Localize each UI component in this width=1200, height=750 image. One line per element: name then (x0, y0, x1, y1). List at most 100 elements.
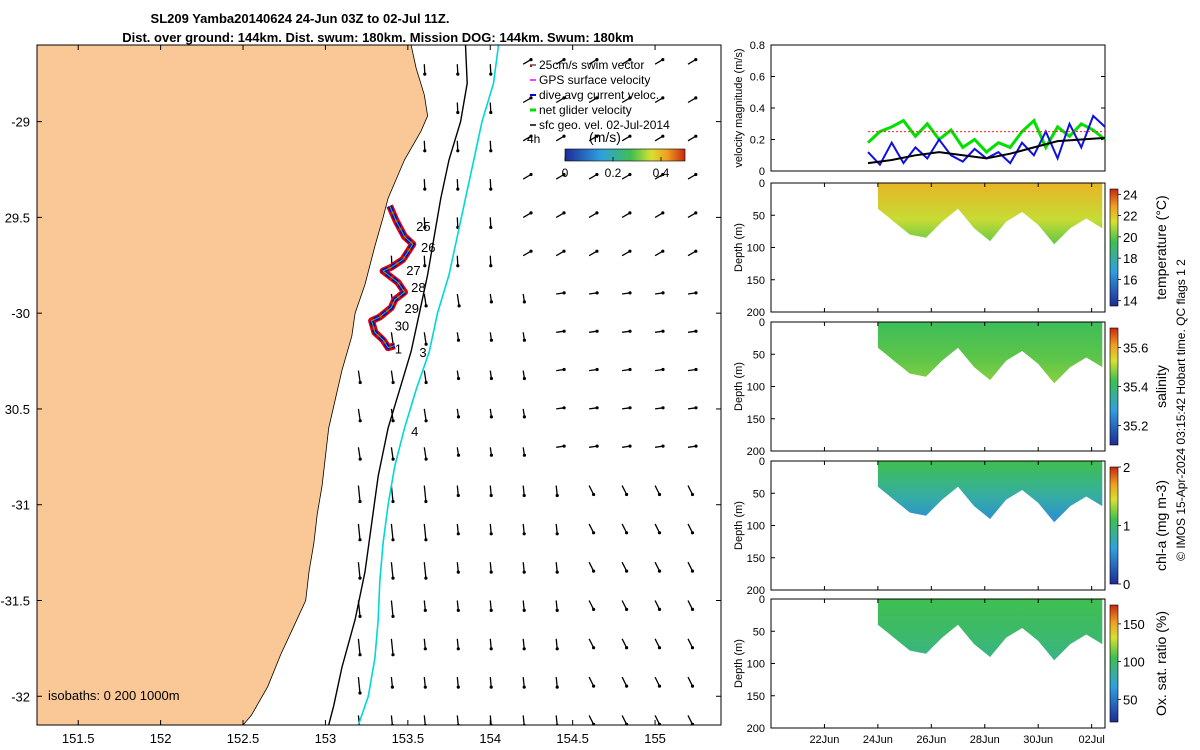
vector-head-161 (691, 646, 694, 649)
vector-head-165 (457, 686, 460, 689)
vector-head-85 (359, 419, 362, 422)
vector-head-61 (628, 291, 631, 294)
vel-ytick-label-3: 0.6 (750, 72, 765, 84)
vector-head-11 (529, 96, 532, 99)
vector-head-139 (691, 570, 694, 573)
vector-head-15 (661, 96, 664, 99)
section-3-ytick-label-1: 50 (753, 626, 765, 638)
vector-head-67 (490, 339, 493, 342)
vector-head-10 (489, 111, 492, 114)
section-0-colorbar-label: temperature (°C) (1153, 195, 1169, 299)
vector-head-108 (391, 500, 394, 503)
section-3-ytick-label-4: 200 (747, 723, 765, 735)
vector-head-133 (490, 571, 493, 574)
vector-head-32 (628, 173, 631, 176)
vector-head-148 (625, 608, 628, 611)
section-xtick-label-5: 02Jul (1078, 734, 1104, 746)
legend-net-glider: net glider velocity (539, 103, 632, 117)
vector-head-137 (625, 570, 628, 573)
vector-head-31 (595, 173, 598, 176)
vector-head-68 (523, 339, 526, 342)
section-3-ytick-label-2: 100 (747, 659, 765, 671)
vector-head-37 (489, 226, 492, 229)
day-label-6: 1 (395, 341, 402, 356)
vector-head-121 (457, 532, 460, 535)
vector-head-158 (592, 646, 595, 649)
vector-head-105 (661, 445, 664, 448)
vector-head-55 (425, 304, 428, 307)
vector-head-146 (556, 609, 559, 612)
section-0-ytick-label-1: 50 (753, 210, 765, 222)
vector-head-150 (691, 608, 694, 611)
section-panel-1: 050100150200Depth (m)35.235.435.6salinit… (733, 317, 1169, 458)
vector-head-95 (694, 406, 697, 409)
vector-head-149 (658, 608, 661, 611)
vector-head-103 (596, 445, 599, 448)
map-colorbar-label: (m/s) (589, 129, 621, 145)
section-3-cbar-tick-label-1: 100 (1123, 655, 1145, 670)
day-label-4: 29 (405, 301, 419, 316)
vector-head-156 (523, 647, 526, 650)
vector-head-116 (658, 493, 661, 496)
vector-head-45 (423, 264, 426, 267)
vector-head-34 (694, 173, 697, 176)
vector-head-89 (490, 415, 493, 418)
day-label-3: 28 (411, 280, 425, 295)
vector-head-134 (523, 571, 526, 574)
vel-ytick-label-2: 0.4 (750, 103, 765, 115)
vector-head-71 (628, 330, 631, 333)
vector-head-154 (457, 647, 460, 650)
vector-head-88 (457, 415, 460, 418)
day-label-8: 4 (411, 424, 418, 439)
section-0-cbar-tick-label-1: 16 (1123, 272, 1137, 287)
section-panel-3: 0 50 100 150 200 22Jun 24Jun 26Jun 28Jun 30Jun 02J… (733, 594, 1169, 746)
vector-head-80 (563, 368, 566, 371)
section-1-ytick-label-2: 100 (747, 382, 765, 394)
vector-head-1 (456, 73, 459, 76)
map-ytick-label-3: 30.5 (5, 402, 30, 417)
section-2-cbar-tick-label-2: 2 (1123, 460, 1130, 475)
vector-head-157 (556, 647, 559, 650)
vector-head-163 (391, 686, 394, 689)
vector-head-182 (658, 723, 661, 726)
vector-head-77 (457, 377, 460, 380)
section-2-colorbar-label: chl-a (mg m-3) (1153, 480, 1169, 571)
section-1-cbar-tick-label-0: 35.2 (1123, 419, 1148, 434)
vector-head-132 (457, 571, 460, 574)
vector-head-126 (625, 531, 628, 534)
vector-head-50 (595, 250, 598, 253)
vector-head-152 (391, 653, 394, 656)
section-1-ylabel: Depth (m) (733, 362, 745, 411)
vector-head-118 (358, 538, 361, 541)
vector-head-143 (457, 609, 460, 612)
vector-head-26 (423, 188, 426, 191)
section-1-ytick-label-1: 50 (753, 349, 765, 361)
vector-head-135 (556, 571, 559, 574)
vector-head-102 (563, 445, 566, 448)
vector-head-125 (592, 531, 595, 534)
vector-head-122 (490, 532, 493, 535)
section-2-ytick-label-3: 150 (747, 553, 765, 565)
section-3-ytick-label-3: 150 (747, 691, 765, 703)
vector-head-90 (523, 415, 526, 418)
vector-head-3 (529, 58, 532, 61)
day-label-7: 3 (419, 345, 426, 360)
vector-head-66 (457, 339, 460, 342)
map-ytick-label-0: -29 (11, 115, 30, 130)
vector-head-144 (490, 609, 493, 612)
vector-head-92 (596, 406, 599, 409)
section-0-cbar-tick-label-3: 20 (1123, 230, 1137, 245)
title-line-2: Dist. over ground: 144km. Dist. swum: 18… (122, 30, 634, 45)
section-2-ytick-label-2: 100 (747, 521, 765, 533)
vector-head-104 (628, 445, 631, 448)
section-0-ytick-label-3: 150 (747, 275, 765, 287)
section-2-cbar-tick-label-1: 1 (1123, 519, 1130, 534)
vector-head-94 (661, 406, 664, 409)
vector-head-117 (691, 493, 694, 496)
vector-head-97 (392, 458, 395, 461)
section-xtick-label-1: 24Jun (863, 734, 893, 746)
vector-head-17 (423, 149, 426, 152)
vector-head-9 (456, 111, 459, 114)
vector-head-101 (523, 454, 526, 457)
vector-head-48 (529, 250, 532, 253)
